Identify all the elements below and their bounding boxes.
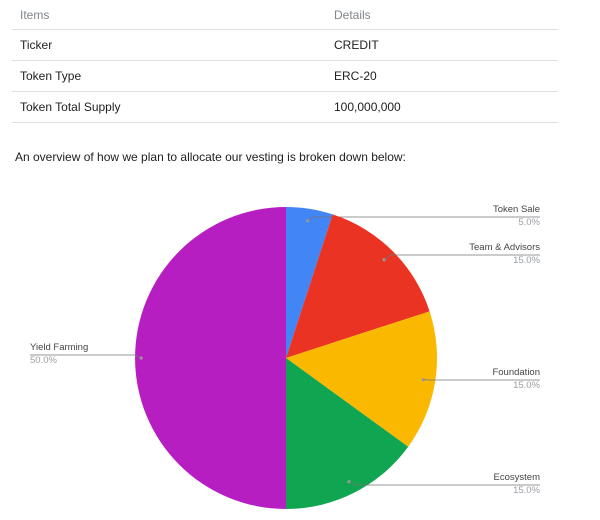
slice-percent-ecosystem: 15.0% [513,485,540,496]
pie-slice-team-and-advisors [286,214,430,358]
pie-slice-token-sale [286,207,333,358]
table-row: Token Total Supply 100,000,000 [12,91,558,123]
slice-percent-yield-farming: 50.0% [30,355,57,366]
slice-label-yield-farming: Yield Farming [30,342,88,353]
slice-percent-token-sale: 5.0% [518,217,540,228]
slice-percent-team-and-advisors: 15.0% [513,255,540,266]
slice-percent-foundation: 15.0% [513,380,540,391]
row-ticker-detail: CREDIT [326,29,558,61]
header-details: Details [326,0,558,30]
leader-dot-foundation [421,378,425,382]
leader-line-ecosystem [348,481,540,486]
row-token-type-item: Token Type [12,60,326,92]
leader-line-token-sale [307,216,540,222]
header-items: Items [12,0,326,30]
table-row: Token Type ERC-20 [12,60,558,92]
table-row: Ticker CREDIT [12,29,558,61]
slice-label-token-sale: Token Sale [493,204,540,215]
table-header-row: Items Details [12,0,558,30]
slice-label-foundation: Foundation [492,367,540,378]
allocation-intro-text: An overview of how we plan to allocate o… [15,150,406,164]
row-total-supply-item: Token Total Supply [12,91,326,123]
row-token-type-detail: ERC-20 [326,60,558,92]
pie-slice-ecosystem [286,358,409,509]
pie-slice-yield-farming [135,207,286,509]
token-details-table: Items Details Ticker CREDIT Token Type E… [12,0,558,123]
leader-line-team-and-advisors [383,254,540,261]
row-ticker-item: Ticker [12,29,326,61]
pie-slice-foundation [286,311,438,447]
slice-label-ecosystem: Ecosystem [494,472,541,483]
row-total-supply-detail: 100,000,000 [326,91,558,123]
allocation-pie-chart: Token Sale 5.0% Team & Advisors 15.0% Founda… [30,204,541,509]
leader-line-yield-farming [30,354,142,359]
slice-label-team-and-advisors: Team & Advisors [469,242,540,253]
